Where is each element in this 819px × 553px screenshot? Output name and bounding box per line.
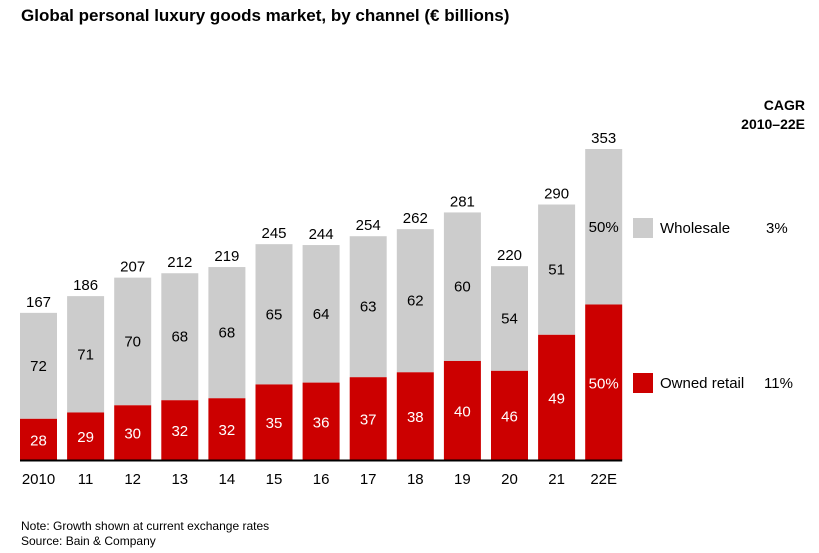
bar-segment-owned-retail (20, 418, 57, 460)
bar-segment-owned-retail (349, 377, 387, 460)
data-label-wholesale: 50% (589, 219, 619, 236)
bar-segment-wholesale (114, 277, 152, 406)
bar-segment-owned-retail (208, 398, 246, 460)
legend-item-owned-retail: Owned retail (633, 373, 744, 393)
data-label-total: 254 (356, 217, 381, 234)
data-label-owned-retail: 37 (360, 412, 377, 429)
data-label-owned-retail: 40 (454, 403, 471, 420)
bar-segment-wholesale (302, 245, 340, 383)
data-label-total: 167 (26, 294, 51, 311)
legend-swatch-owned-retail (633, 373, 653, 393)
source-text: Source: Bain & Company (21, 534, 156, 548)
data-label-total: 353 (591, 130, 616, 147)
data-label-wholesale: 65 (266, 306, 283, 323)
bar-segment-wholesale (255, 244, 293, 385)
data-label-total: 244 (309, 226, 334, 243)
data-label-total: 207 (120, 259, 145, 276)
legend-swatch-wholesale (633, 218, 653, 238)
cagr-header-line1: CAGR (763, 97, 805, 113)
x-tick-label: 12 (124, 471, 141, 488)
data-label-total: 245 (261, 225, 286, 242)
data-label-owned-retail: 50% (589, 375, 619, 392)
bar-segment-wholesale (161, 273, 199, 401)
bar-segment-owned-retail (67, 412, 105, 460)
data-label-wholesale: 63 (360, 299, 377, 316)
data-label-wholesale: 51 (548, 262, 565, 279)
x-tick-label: 21 (548, 471, 565, 488)
legend-label-wholesale: Wholesale (660, 219, 731, 237)
bar-segment-wholesale (67, 296, 105, 413)
data-label-owned-retail: 28 (30, 432, 47, 449)
data-label-owned-retail: 32 (219, 422, 236, 439)
x-tick-label: 15 (266, 471, 283, 488)
data-label-owned-retail: 32 (171, 423, 188, 440)
data-label-wholesale: 72 (30, 358, 47, 375)
bar-segment-owned-retail (396, 372, 434, 460)
x-tick-label: 17 (360, 471, 377, 488)
bar-segment-owned-retail (302, 382, 340, 460)
bar-segment-owned-retail (491, 370, 528, 460)
bar-segment-wholesale (396, 229, 434, 373)
data-label-owned-retail: 49 (548, 390, 565, 407)
bar-segment-owned-retail (161, 400, 199, 460)
cagr-value-owned-retail: 11% (764, 375, 793, 392)
cagr-value-wholesale: 3% (766, 220, 788, 237)
data-label-owned-retail: 46 (501, 408, 518, 425)
data-label-wholesale: 60 (454, 279, 471, 296)
data-label-total: 186 (73, 277, 98, 294)
x-tick-label: 16 (313, 471, 330, 488)
x-tick-label: 20 (501, 471, 518, 488)
data-label-total: 281 (450, 193, 475, 210)
data-label-wholesale: 70 (124, 333, 141, 350)
data-label-owned-retail: 30 (124, 426, 141, 443)
data-label-owned-retail: 36 (313, 414, 330, 431)
chart-title: Global personal luxury goods market, by … (21, 6, 510, 25)
legend-label-owned-retail: Owned retail (660, 374, 745, 392)
x-tick-label: 22E (590, 471, 617, 488)
x-tick-label: 19 (454, 471, 471, 488)
x-tick-label: 13 (171, 471, 188, 488)
bar-segment-owned-retail (538, 334, 576, 460)
legend-item-wholesale: Wholesale (633, 218, 730, 238)
x-tick-label: 2010 (22, 471, 55, 488)
bar-segment-wholesale (491, 266, 528, 371)
x-tick-label: 11 (78, 471, 94, 488)
bar-segment-wholesale (20, 312, 57, 419)
data-label-wholesale: 71 (77, 346, 94, 363)
bar-segment-owned-retail (585, 304, 623, 460)
data-label-total: 212 (167, 254, 192, 271)
bar-segment-wholesale (538, 204, 576, 335)
data-label-wholesale: 64 (313, 306, 330, 323)
data-label-wholesale: 62 (407, 293, 424, 310)
bar-segment-wholesale (585, 149, 623, 305)
data-label-owned-retail: 38 (407, 409, 424, 426)
data-label-wholesale: 54 (501, 311, 518, 328)
note-text: Note: Growth shown at current exchange r… (21, 519, 270, 533)
bar-segment-owned-retail (443, 360, 481, 460)
data-label-total: 262 (403, 210, 428, 227)
data-label-owned-retail: 35 (266, 415, 283, 432)
data-label-wholesale: 68 (171, 329, 188, 346)
x-tick-label: 14 (219, 471, 236, 488)
bar-segment-owned-retail (255, 384, 293, 460)
data-label-total: 219 (214, 248, 239, 265)
data-label-wholesale: 68 (219, 325, 236, 342)
cagr-header-line2: 2010–22E (741, 116, 805, 132)
x-tick-label: 18 (407, 471, 424, 488)
bar-segment-wholesale (208, 267, 246, 399)
data-label-total: 290 (544, 186, 569, 203)
bar-segment-owned-retail (114, 405, 152, 460)
cagr-header: CAGR 2010–22E (741, 96, 805, 134)
bar-segment-wholesale (443, 212, 481, 361)
data-label-total: 220 (497, 247, 522, 264)
data-label-owned-retail: 29 (77, 429, 94, 446)
bar-segment-wholesale (349, 236, 387, 378)
